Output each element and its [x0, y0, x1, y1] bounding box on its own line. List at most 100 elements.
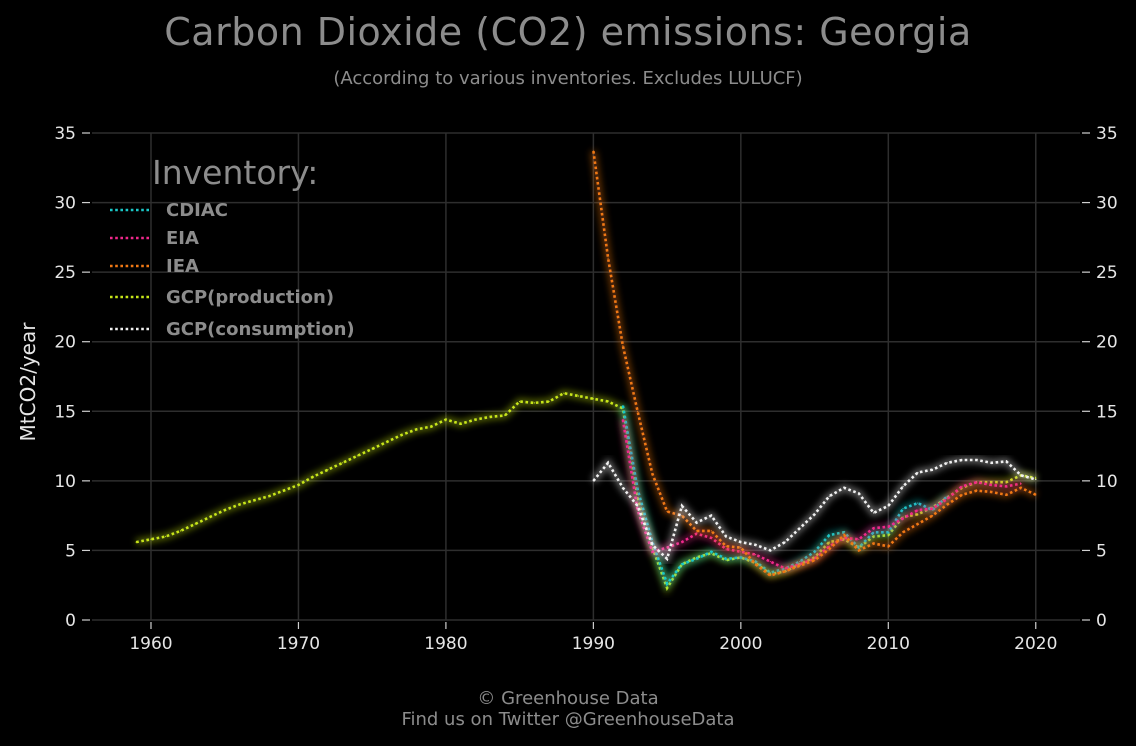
- legend-item[interactable]: GCP(production): [110, 287, 334, 308]
- data-point-gcp-consumption: [769, 549, 771, 552]
- data-point-iea: [755, 563, 757, 565]
- data-point-gcp-production: [415, 428, 417, 430]
- data-point-gcp-production: [504, 414, 506, 417]
- series-layer: [135, 150, 1038, 595]
- data-point-eia: [681, 541, 683, 543]
- data-point-gcp-production: [519, 400, 521, 403]
- data-point-gcp-production: [209, 516, 211, 518]
- data-point-iea: [873, 542, 875, 545]
- legend-label: CDIAC: [166, 200, 228, 221]
- chart-title: Carbon Dioxide (CO2) emissions: Georgia: [164, 10, 972, 54]
- data-point-eia: [769, 561, 771, 563]
- legend-item[interactable]: IEA: [110, 256, 199, 277]
- data-point-gcp-consumption: [799, 527, 801, 529]
- x-tick-label: 2000: [719, 634, 762, 654]
- data-point-iea: [946, 503, 948, 506]
- data-point-gcp-consumption: [858, 492, 860, 494]
- data-point-iea: [843, 534, 845, 536]
- data-point-gcp-production: [563, 392, 565, 394]
- data-point-iea: [592, 150, 595, 152]
- y-tick-label: 30: [54, 194, 76, 214]
- y-tick-label: 20: [54, 333, 76, 353]
- y-tick-label: 25: [54, 263, 76, 283]
- y-tick-label: 10: [54, 472, 76, 492]
- footer-twitter: Find us on Twitter @GreenhouseData: [401, 709, 735, 730]
- data-point-gcp-consumption: [651, 544, 654, 546]
- y-tick-label: 5: [65, 541, 76, 561]
- data-point-iea: [622, 345, 624, 347]
- data-point-gcp-consumption: [1020, 474, 1022, 476]
- data-point-gcp-production: [548, 400, 550, 403]
- data-point-gcp-consumption: [755, 544, 757, 546]
- data-point-gcp-production: [533, 402, 536, 404]
- y-tick-label: 35: [54, 124, 76, 144]
- data-point-gcp-production: [386, 441, 388, 443]
- data-point-cdiac: [814, 551, 816, 553]
- data-point-gcp-production: [917, 513, 919, 515]
- data-point-iea: [740, 547, 742, 549]
- legend-label: GCP(consumption): [166, 319, 355, 340]
- data-point-iea: [710, 530, 712, 532]
- data-point-cdiac: [887, 531, 889, 533]
- series-glow-gcp-consumption: [591, 457, 1037, 565]
- data-point-gcp-consumption: [814, 513, 816, 515]
- data-point-eia: [917, 509, 919, 511]
- data-point-gcp-production: [224, 509, 226, 511]
- data-point-eia: [961, 485, 963, 487]
- data-point-gcp-production: [283, 490, 285, 492]
- data-point-gcp-production: [253, 499, 255, 501]
- data-point-gcp-production: [592, 398, 595, 400]
- data-point-eia: [858, 538, 860, 540]
- data-point-gcp-production: [445, 419, 447, 421]
- data-point-iea: [1035, 494, 1037, 496]
- data-point-gcp-consumption: [725, 535, 727, 538]
- data-point-gcp-consumption: [740, 541, 742, 543]
- data-point-cdiac: [917, 502, 919, 504]
- x-tick-label: 1980: [424, 634, 467, 654]
- data-point-eia: [931, 508, 934, 510]
- data-point-gcp-production: [194, 523, 196, 525]
- legend-item[interactable]: GCP(consumption): [110, 319, 355, 340]
- data-point-iea: [1005, 494, 1007, 496]
- data-point-eia: [873, 527, 875, 529]
- data-point-iea: [799, 565, 801, 567]
- data-point-iea: [1020, 487, 1022, 489]
- legend-label: IEA: [166, 256, 199, 277]
- data-point-gcp-consumption: [681, 505, 683, 507]
- x-tick-label: 1970: [277, 634, 320, 654]
- data-point-iea: [976, 490, 978, 492]
- data-point-cdiac: [666, 583, 668, 585]
- data-point-gcp-consumption: [1035, 478, 1037, 481]
- data-point-gcp-consumption: [828, 495, 830, 497]
- data-point-cdiac: [710, 551, 712, 553]
- data-point-eia: [976, 481, 978, 483]
- footer-copyright: © Greenhouse Data: [477, 688, 659, 709]
- data-point-eia: [1005, 485, 1007, 487]
- data-point-gcp-production: [489, 416, 491, 418]
- y-tick-label-right: 25: [1096, 263, 1118, 283]
- y-tick-label: 15: [54, 402, 76, 422]
- data-point-gcp-consumption: [990, 462, 993, 464]
- data-point-cdiac: [902, 508, 904, 510]
- y-axis-label: MtCO2/year: [16, 322, 40, 442]
- data-point-cdiac: [622, 405, 624, 407]
- data-point-eia: [990, 484, 993, 486]
- data-point-gcp-production: [297, 484, 299, 486]
- y-tick-label-right: 0: [1096, 611, 1107, 631]
- data-point-gcp-consumption: [946, 462, 948, 464]
- data-point-iea: [607, 257, 609, 259]
- data-point-gcp-consumption: [710, 515, 712, 517]
- data-point-cdiac: [828, 534, 830, 536]
- legend-item[interactable]: CDIAC: [110, 200, 228, 221]
- data-point-gcp-consumption: [622, 487, 624, 489]
- data-point-iea: [696, 530, 698, 532]
- grid: [92, 132, 1080, 621]
- legend-label: GCP(production): [166, 287, 334, 308]
- data-point-gcp-consumption: [873, 512, 875, 514]
- data-point-eia: [902, 517, 904, 520]
- data-point-gcp-consumption: [843, 487, 845, 489]
- data-point-cdiac: [637, 488, 639, 490]
- legend-item[interactable]: EIA: [110, 228, 199, 249]
- data-point-gcp-consumption: [784, 541, 786, 543]
- data-point-gcp-production: [268, 495, 270, 497]
